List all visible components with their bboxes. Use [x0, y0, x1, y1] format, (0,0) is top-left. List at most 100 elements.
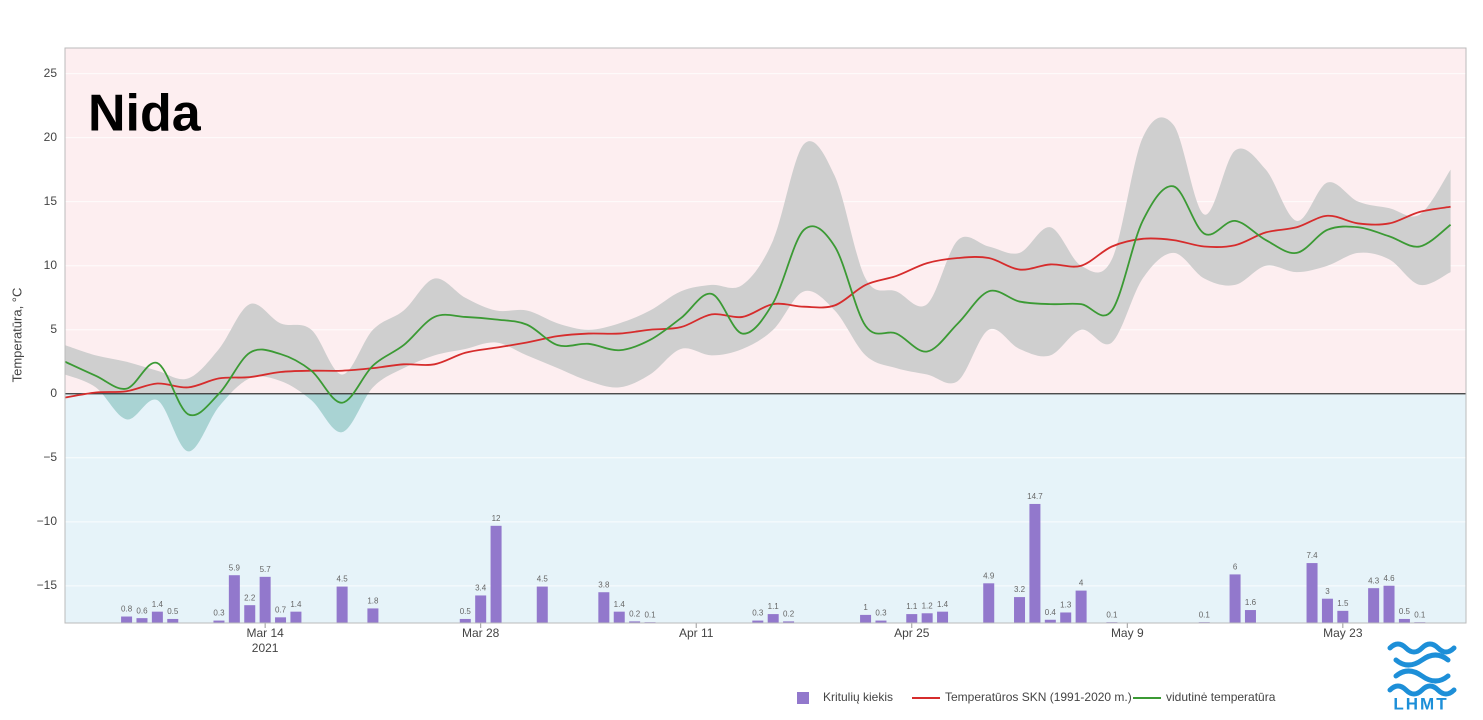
bar-value-label: 1.1	[906, 602, 918, 611]
bar-value-label: 4.6	[1383, 574, 1395, 583]
bar-value-label: 0.2	[629, 609, 641, 618]
x-year-label: 2021	[252, 641, 279, 655]
bar-value-label: 1.4	[290, 600, 302, 609]
bar-value-label: 4	[1079, 579, 1084, 588]
bar-value-label: 3.8	[598, 580, 610, 589]
precipitation-bar	[244, 605, 256, 623]
logo-wave	[1393, 652, 1451, 668]
bar-value-label: 0.5	[460, 607, 472, 616]
bar-value-label: 0.1	[1414, 610, 1426, 619]
bar-value-label: 0.4	[1045, 608, 1057, 617]
logo-wave	[1393, 668, 1451, 684]
bar-value-label: 0.1	[1199, 610, 1211, 619]
bar-value-label: 3.4	[475, 584, 487, 593]
bar-value-label: 1.4	[937, 600, 949, 609]
bar-value-label: 0.1	[644, 610, 656, 619]
precipitation-bar	[475, 595, 487, 623]
precipitation-bar	[921, 613, 933, 623]
bar-value-label: 7.4	[1306, 551, 1318, 560]
y-tick-label: 25	[44, 66, 58, 80]
precipitation-bar	[1306, 563, 1318, 623]
x-tick-label: May 9	[1111, 626, 1144, 640]
y-axis-label: Temperatūra, °C	[9, 288, 24, 383]
bar-value-label: 1.2	[922, 601, 934, 610]
precipitation-bar	[983, 583, 995, 623]
bar-value-label: 5.7	[260, 565, 272, 574]
plot-frame	[64, 47, 1467, 624]
x-tick-label: Apr 11	[679, 626, 714, 640]
bar-value-label: 3	[1325, 587, 1330, 596]
precipitation-bar	[613, 611, 625, 623]
precipitation-bar	[598, 592, 610, 623]
precipitation-bar	[1244, 610, 1256, 623]
y-tick-label: 0	[50, 386, 57, 400]
logo-text: LHMT	[1393, 694, 1448, 713]
precipitation-bar	[629, 621, 641, 623]
precipitation-bar	[259, 576, 271, 623]
precipitation-bar	[213, 620, 225, 623]
bar-value-label: 2.2	[244, 593, 256, 602]
bar-value-label: 0.3	[875, 609, 887, 618]
precipitation-bar	[1398, 618, 1410, 623]
y-tick-label: −10	[37, 514, 58, 528]
logo-wave	[1387, 683, 1457, 697]
precipitation-bar	[336, 586, 348, 623]
bar-value-label: 0.3	[752, 609, 764, 618]
bar-value-label: 4.3	[1368, 576, 1380, 585]
precipitation-bar	[367, 608, 379, 623]
bar-value-label: 4.5	[337, 575, 349, 584]
precipitation-bar	[875, 620, 887, 623]
precipitation-bar	[906, 614, 918, 623]
legend-marker	[797, 692, 809, 704]
logo	[1387, 641, 1457, 697]
precipitation-bar	[783, 621, 795, 623]
y-tick-label: −5	[43, 450, 57, 464]
bar-value-label: 1.8	[367, 597, 379, 606]
chart-title: Nida	[88, 85, 202, 143]
precipitation-bar	[490, 525, 502, 623]
precipitation-bar	[752, 620, 764, 623]
y-tick-label: 10	[44, 258, 58, 272]
y-tick-label: −15	[37, 578, 58, 592]
bar-value-label: 6	[1233, 563, 1238, 572]
background-below-zero	[65, 393, 1466, 623]
bar-value-label: 5.9	[229, 563, 241, 572]
precipitation-bar	[1060, 612, 1072, 623]
precipitation-bar	[275, 617, 287, 623]
bar-value-label: 1	[863, 603, 868, 612]
range-band-below-zero	[102, 393, 369, 452]
precipitation-bar	[1075, 590, 1087, 623]
logo-wave	[1387, 641, 1457, 655]
bar-value-label: 0.2	[783, 609, 795, 618]
bar-value-label: 1.3	[1060, 601, 1072, 610]
bar-value-label: 1.4	[614, 600, 626, 609]
precipitation-bar	[1337, 610, 1349, 623]
precipitation-bar	[167, 618, 179, 623]
bar-value-label: 12	[492, 514, 501, 523]
bar-value-label: 14.7	[1027, 492, 1043, 501]
precipitation-bar	[536, 586, 548, 623]
bar-value-label: 0.6	[136, 606, 148, 615]
range-band	[65, 117, 1451, 394]
bar-value-label: 0.5	[167, 607, 179, 616]
x-tick-label: Mar 14	[246, 626, 284, 640]
precipitation-bar	[459, 618, 471, 623]
precipitation-bar	[1044, 619, 1056, 623]
precipitation-bar	[1229, 574, 1241, 623]
bar-value-label: 1.1	[768, 602, 780, 611]
x-tick-label: May 23	[1323, 626, 1363, 640]
legend-label: Kritulių kiekis	[823, 690, 893, 704]
precipitation-bar	[1368, 588, 1380, 623]
bar-value-label: 0.1	[1106, 610, 1118, 619]
bar-value-label: 0.8	[121, 605, 133, 614]
precipitation-bar	[1321, 598, 1333, 623]
y-tick-label: 20	[44, 130, 58, 144]
temperature-line	[65, 185, 1452, 417]
precipitation-bar	[228, 575, 240, 623]
bar-value-label: 0.3	[213, 609, 225, 618]
y-tick-label: 5	[50, 322, 57, 336]
bar-value-label: 4.9	[983, 571, 995, 580]
legend-label: Temperatūros SKN (1991-2020 m.)	[945, 690, 1132, 704]
